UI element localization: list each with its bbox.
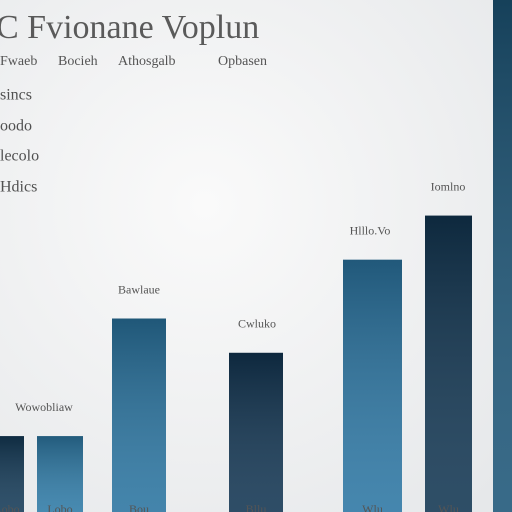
x-tick-label: Bou [129,502,149,512]
bar-shade [425,215,472,512]
legend-item: lecolo [0,148,39,165]
bar-label: Wowobliaw [15,400,73,414]
subtitle-item: Bocieh [58,54,98,69]
bar-label: Cwluko [238,317,276,331]
x-tick-label: Lobo [47,502,72,512]
bar-shade [37,436,83,512]
bar-shade [112,318,166,512]
x-tick-label: Bllu [246,502,267,512]
subtitle-item: Athosgalb [118,54,176,69]
subtitle-item: Fwaeb [0,54,37,69]
bar-label: Hlllo.Vo [350,223,391,237]
bar-shade [343,259,402,512]
x-tick-label: Wlu [362,502,383,512]
x-tick-label: Wlu [438,502,459,512]
subtitle-item: Opbasen [218,54,267,69]
bar-shade [229,352,283,512]
bar-shade [0,436,24,512]
legend-item: oodo [0,118,32,135]
bar-label: Iomlno [431,179,466,193]
legend-item: Hdics [0,179,37,196]
bar-label: Bawlaue [118,282,160,296]
chart-title: C Fvionane Voplun [0,9,259,46]
x-tick-label: Lobo [0,502,20,512]
legend-item: sincs [0,87,32,104]
bar-shade [493,0,512,512]
